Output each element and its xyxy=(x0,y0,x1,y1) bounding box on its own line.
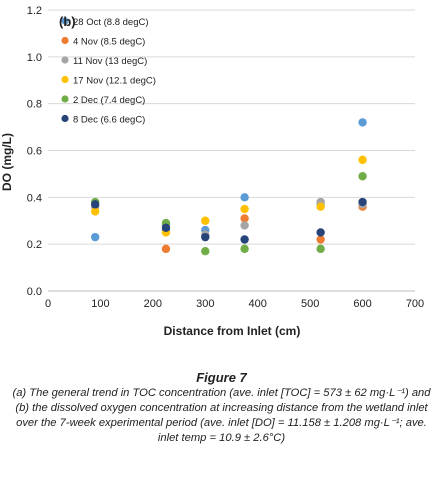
data-point xyxy=(161,223,171,232)
legend-marker xyxy=(61,17,69,25)
data-point xyxy=(358,118,367,127)
data-point xyxy=(90,207,100,216)
x-axis-title: Distance from Inlet (cm) xyxy=(164,324,301,338)
y-tick-label: 0.2 xyxy=(27,239,42,251)
data-point xyxy=(201,246,210,256)
legend-label: 4 Nov (8.5 degC) xyxy=(73,37,145,48)
legend-label: 2 Dec (7.4 degC) xyxy=(73,95,145,106)
data-point xyxy=(201,216,210,225)
panel-label: (b) xyxy=(59,14,76,29)
data-point xyxy=(201,232,210,242)
legend-marker xyxy=(61,56,69,64)
data-point xyxy=(240,204,249,214)
x-tick-label: 100 xyxy=(91,298,109,310)
x-tick-label: 400 xyxy=(249,298,267,310)
data-point xyxy=(240,221,249,230)
legend-label: 11 Nov (13 degC) xyxy=(73,56,147,67)
y-tick-label: 0.4 xyxy=(27,192,42,204)
data-point xyxy=(316,235,325,244)
x-tick-label: 200 xyxy=(144,298,162,310)
data-point xyxy=(240,244,249,254)
caption-title: Figure 7 xyxy=(196,370,247,385)
legend-marker xyxy=(61,75,69,84)
data-point xyxy=(90,200,100,209)
y-tick-labels: 0.0 0.2 0.4 0.6 0.8 1.0 1.2 xyxy=(27,5,42,298)
do-scatter-chart: 0.0 0.2 0.4 0.6 0.8 1.0 1.2 0 100 200 300 400 500 60… xyxy=(0,5,424,338)
x-tick-label: 500 xyxy=(301,298,319,310)
legend-label: 17 Nov (12.1 degC) xyxy=(73,76,156,87)
legend-marker xyxy=(61,114,69,123)
legend-label: 28 Oct (8.8 degC) xyxy=(73,17,149,28)
data-point xyxy=(358,197,367,207)
gridlines xyxy=(48,9,415,245)
y-axis-title: DO (mg/L) xyxy=(0,133,14,191)
x-tick-label: 0 xyxy=(45,298,51,310)
legend-marker xyxy=(61,36,69,45)
data-point xyxy=(358,155,367,165)
data-point xyxy=(161,244,171,254)
figure-caption: Figure 7 (a) The general trend in TOC co… xyxy=(0,370,443,446)
data-point xyxy=(240,193,249,202)
legend-label: 8 Dec (6.6 degC) xyxy=(73,115,145,126)
data-point xyxy=(240,235,249,244)
caption-text: (a) The general trend in TOC concentrati… xyxy=(12,387,431,444)
data-point xyxy=(316,228,325,237)
y-tick-label: 0.6 xyxy=(27,146,42,158)
data-points xyxy=(90,118,367,256)
x-tick-label: 600 xyxy=(353,298,371,310)
y-tick-label: 0.8 xyxy=(27,99,42,111)
x-tick-label: 300 xyxy=(196,298,214,310)
legend: 28 Oct (8.8 degC) 4 Nov (8.5 degC) 11 Nov … xyxy=(61,17,156,126)
legend-marker xyxy=(61,95,69,103)
data-point xyxy=(316,244,325,254)
y-tick-label: 1.0 xyxy=(27,52,42,64)
data-point xyxy=(240,214,249,223)
x-tick-labels: 0 100 200 300 400 500 600 700 xyxy=(45,298,424,310)
data-point xyxy=(316,202,325,211)
data-point xyxy=(358,172,367,181)
data-point xyxy=(90,232,100,242)
x-tick-label: 700 xyxy=(406,298,424,310)
y-tick-label: 1.2 xyxy=(27,5,42,17)
y-tick-label: 0.0 xyxy=(27,286,42,298)
